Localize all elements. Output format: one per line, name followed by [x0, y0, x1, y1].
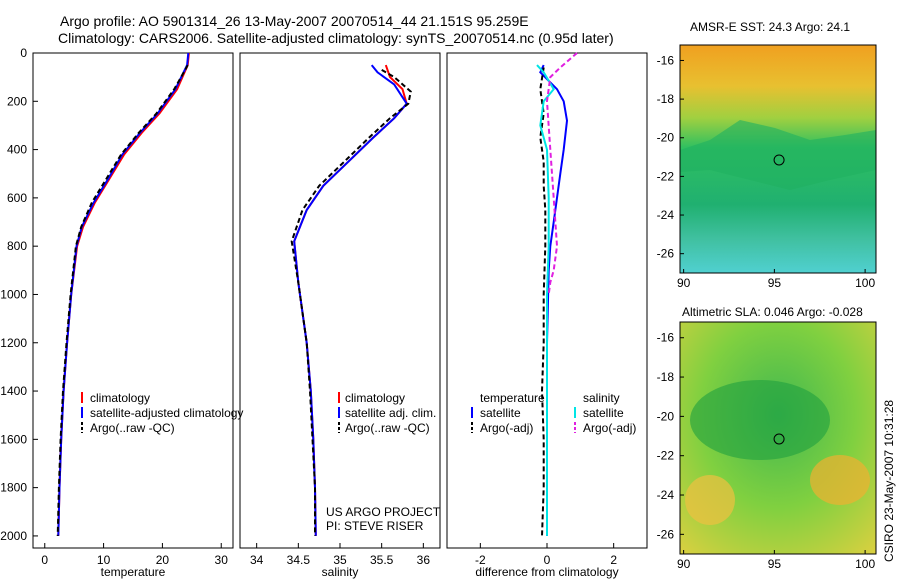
- sla-map-warm2: [685, 475, 735, 525]
- figure-title-line1: Argo profile: AO 5901314_26 13-May-2007 …: [60, 13, 529, 29]
- map-y-tick-label: -22: [657, 449, 675, 463]
- sal-legend: climatology satellite adj. clim. Argo(..…: [338, 391, 436, 435]
- temp-legend-satellite: satellite-adjusted climatology: [90, 406, 243, 420]
- y-tick-label: 800: [7, 239, 27, 253]
- y-tick-label: 1600: [0, 432, 27, 446]
- x-axis-label-0: temperature: [101, 565, 166, 579]
- x-axis-label-1: salinity: [322, 565, 359, 579]
- map-title-sst: AMSR-E SST: 24.3 Argo: 24.1: [690, 20, 850, 34]
- map-y-tick-label: -22: [657, 169, 675, 183]
- project-note-line2: PI: STEVE RISER: [326, 519, 424, 533]
- map-y-tick-label: -24: [657, 208, 675, 222]
- series-line-1-1: [293, 64, 408, 536]
- project-note-line1: US ARGO PROJECT: [326, 505, 441, 519]
- x-tick-label-1: 36: [417, 553, 431, 567]
- map-y-tick-label: -24: [657, 488, 675, 502]
- series-line-0-0: [57, 52, 190, 536]
- x-tick-label-1: 34.5: [287, 553, 311, 567]
- temp-legend: climatology satellite-adjusted climatolo…: [81, 391, 243, 435]
- x-tick-label-0: 30: [215, 553, 229, 567]
- map-y-tick-label: -18: [657, 370, 675, 384]
- x-tick-label-1: 35.5: [370, 553, 394, 567]
- x-tick-label-2: 2: [610, 553, 617, 567]
- diff-legend-salinity: salinity: [583, 391, 620, 405]
- series-line-2-2: [536, 64, 555, 536]
- y-tick-label: 1800: [0, 481, 27, 495]
- map-y-tick-label: -18: [657, 92, 675, 106]
- series-line-2-3: [545, 52, 578, 295]
- sla-map-warm: [810, 455, 870, 505]
- map-frame-1: [679, 321, 877, 555]
- map-y-tick-label: -26: [657, 247, 675, 261]
- series-line-2-1: [539, 67, 547, 536]
- plot-frame-0: [32, 52, 234, 549]
- diff-legend-sal-argo: Argo(-adj): [583, 421, 636, 435]
- map-x-tick-label: 100: [855, 276, 875, 290]
- map-x-tick-label: 95: [768, 276, 782, 290]
- x-tick-label-0: 0: [41, 553, 48, 567]
- argo-location-marker-0: [773, 154, 785, 166]
- diff-legend-sal-satellite: satellite: [583, 406, 624, 420]
- argo-location-marker-1: [773, 433, 785, 445]
- x-tick-label-1: 34: [250, 553, 264, 567]
- map-x-tick-label: 90: [677, 276, 691, 290]
- plot-frame-1: [239, 52, 441, 549]
- x-tick-label-2: -2: [475, 553, 486, 567]
- map-y-tick-label: -16: [657, 53, 675, 67]
- y-tick-label: 0: [20, 46, 27, 60]
- footer-timestamp: CSIRO 23-May-2007 10:31:28: [882, 400, 896, 562]
- y-tick-label: 1000: [0, 287, 27, 301]
- y-tick-label: 200: [7, 94, 27, 108]
- x-axis-label-2: difference from climatology: [475, 565, 618, 579]
- charts-layer: 0 10 20 30temperature0200400600800100012001…: [0, 44, 877, 579]
- sal-legend-satellite: satellite adj. clim.: [345, 406, 436, 420]
- series-line-0-1: [57, 52, 190, 536]
- y-tick-label: 400: [7, 143, 27, 157]
- y-tick-label: 600: [7, 191, 27, 205]
- diff-legend-temp-satellite: satellite: [480, 406, 521, 420]
- diff-legend-temp-argo: Argo(-adj): [480, 421, 533, 435]
- x-tick-label-1: 35: [333, 553, 347, 567]
- map-y-tick-label: -26: [657, 527, 675, 541]
- sla-map-blob: [690, 380, 830, 460]
- sal-legend-climatology: climatology: [345, 391, 405, 405]
- temp-legend-climatology: climatology: [90, 391, 150, 405]
- diff-legend-temperature: temperature: [480, 391, 545, 405]
- x-tick-label-0: 10: [97, 553, 111, 567]
- x-tick-label-2: 0: [544, 553, 551, 567]
- diff-legend: temperature satellite Argo(-adj) salinit…: [471, 391, 636, 435]
- series-line-0-2: [56, 64, 189, 536]
- x-tick-label-0: 20: [156, 553, 170, 567]
- map-y-tick-label: -20: [657, 409, 675, 423]
- y-tick-label: 2000: [0, 529, 27, 543]
- temp-legend-argo: Argo(..raw -QC): [90, 421, 175, 435]
- map-y-tick-label: -16: [657, 331, 675, 345]
- series-line-1-2: [290, 69, 412, 536]
- y-tick-label: 1200: [0, 336, 27, 350]
- map-frame-0: [679, 44, 877, 274]
- y-tick-label: 1400: [0, 384, 27, 398]
- sal-legend-argo: Argo(..raw -QC): [345, 421, 430, 435]
- map-x-tick-label: 100: [855, 557, 875, 571]
- map-title-sla: Altimetric SLA: 0.046 Argo: -0.028: [682, 305, 863, 319]
- map-x-tick-label: 90: [677, 557, 691, 571]
- figure-title-line2: Climatology: CARS2006. Satellite-adjuste…: [58, 30, 614, 46]
- series-line-1-0: [293, 64, 408, 536]
- map-x-tick-label: 95: [768, 557, 782, 571]
- map-y-tick-label: -20: [657, 131, 675, 145]
